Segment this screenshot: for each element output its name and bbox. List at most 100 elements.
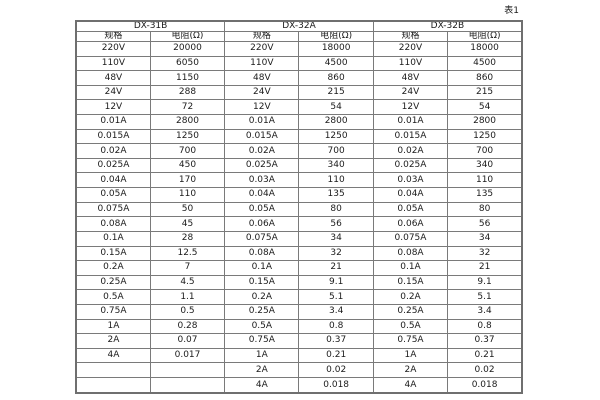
table-cell: 0.2A <box>75 260 151 276</box>
table-cell: 56 <box>298 216 374 232</box>
table-cell: 135 <box>298 187 374 203</box>
table-cell: 220V <box>224 41 300 57</box>
table-caption: 表1 <box>504 6 519 16</box>
spec-column-header: 规格 <box>75 31 151 42</box>
table-row: 0.025A 450 0.025A 340 0.025A 340 <box>75 157 523 174</box>
table-cell: 1A <box>75 318 151 335</box>
table-cell: 0.05A <box>372 201 449 218</box>
table-cell: 4A <box>224 376 300 394</box>
table-cell: 860 <box>298 70 374 86</box>
table-cell: 2800 <box>447 114 523 130</box>
table-row: 0.15A 12.5 0.08A 32 0.08A 32 <box>75 245 523 262</box>
table-cell: 0.04A <box>75 172 151 189</box>
table-cell: 0.2A <box>372 289 449 305</box>
table-cell: 80 <box>447 201 523 218</box>
table-cell: 0.5 <box>149 303 226 320</box>
table-cell: 135 <box>447 187 523 203</box>
table-cell: 0.5A <box>75 289 151 305</box>
table-row: 220V 20000 220V 18000 220V 18000 <box>75 41 523 57</box>
table-cell: 1150 <box>149 70 226 86</box>
table-cell: 0.075A <box>372 230 449 247</box>
group-header-dx32a: DX-32A <box>224 20 374 32</box>
table-cell: 0.01A <box>372 114 449 130</box>
table-cell: 220V <box>372 41 449 57</box>
table-cell: 0.08A <box>224 245 300 262</box>
table-row: 12V 72 12V 54 12V 54 <box>75 99 523 116</box>
table-row: 4A 0.017 1A 0.21 1A 0.21 <box>75 347 523 364</box>
table-row: 2A 0.02 2A 0.02 <box>75 362 523 379</box>
table-cell: 18000 <box>447 41 523 57</box>
table-cell: 48V <box>372 70 449 86</box>
table-cell: 4.5 <box>149 274 226 291</box>
spec-column-header: 规格 <box>224 31 300 42</box>
table-cell: 48V <box>75 70 151 86</box>
table-cell: 80 <box>298 201 374 218</box>
table-header: DX-31B DX-32A DX-32B 规格 电阻(Ω) 规格 电阻(Ω) 规… <box>75 20 523 42</box>
table-cell: 0.1A <box>75 230 151 247</box>
table-row: 0.01A 2800 0.01A 2800 0.01A 2800 <box>75 114 523 130</box>
table-cell: 0.08A <box>75 216 151 232</box>
table-cell: 0.28 <box>149 318 226 335</box>
table-cell: 32 <box>298 245 374 262</box>
table-cell: 1250 <box>149 128 226 145</box>
table-cell: 860 <box>447 70 523 86</box>
table-cell: 0.02A <box>224 143 300 159</box>
table-cell: 0.025A <box>372 157 449 174</box>
table-cell: 1250 <box>298 128 374 145</box>
table-row: 0.1A 28 0.075A 34 0.075A 34 <box>75 230 523 247</box>
table-cell: 0.05A <box>75 187 151 203</box>
table-cell: 0.25A <box>224 303 300 320</box>
table-cell: 0.5A <box>224 318 300 335</box>
table-cell: 110V <box>224 55 300 72</box>
table-row: 0.5A 1.1 0.2A 5.1 0.2A 5.1 <box>75 289 523 305</box>
table-cell: 32 <box>447 245 523 262</box>
table-cell: 50 <box>149 201 226 218</box>
table-cell: 0.15A <box>224 274 300 291</box>
group-header-dx31b: DX-31B <box>75 20 226 32</box>
table-cell: 450 <box>149 157 226 174</box>
table-cell: 0.1A <box>224 260 300 276</box>
table-cell: 700 <box>447 143 523 159</box>
table-row: 0.08A 45 0.06A 56 0.06A 56 <box>75 216 523 232</box>
table-row: 0.04A 170 0.03A 110 0.03A 110 <box>75 172 523 189</box>
table-cell: 288 <box>149 84 226 101</box>
table-cell: 0.37 <box>298 333 374 349</box>
table-row: 4A 0.018 4A 0.018 <box>75 376 523 394</box>
table-cell <box>75 362 151 379</box>
table-cell: 5.1 <box>298 289 374 305</box>
table-cell: 0.21 <box>298 347 374 364</box>
table-cell: 0.02A <box>372 143 449 159</box>
table-cell: 110V <box>75 55 151 72</box>
resistance-column-header: 电阻(Ω) <box>149 31 226 42</box>
table-cell: 3.4 <box>447 303 523 320</box>
table-cell: 0.01A <box>224 114 300 130</box>
table-cell: 9.1 <box>298 274 374 291</box>
table-row: 0.02A 700 0.02A 700 0.02A 700 <box>75 143 523 159</box>
table-row: 110V 6050 110V 4500 110V 4500 <box>75 55 523 72</box>
table-cell: 0.75A <box>224 333 300 349</box>
table-cell: 45 <box>149 216 226 232</box>
table-cell: 2A <box>75 333 151 349</box>
table-cell: 1250 <box>447 128 523 145</box>
table-cell <box>149 376 226 394</box>
table-cell: 0.08A <box>372 245 449 262</box>
resistance-spec-table: DX-31B DX-32A DX-32B 规格 电阻(Ω) 规格 电阻(Ω) 规… <box>75 20 523 394</box>
table-cell: 4500 <box>447 55 523 72</box>
table-cell: 220V <box>75 41 151 57</box>
table-cell: 12.5 <box>149 245 226 262</box>
table-cell: 12V <box>224 99 300 116</box>
table-cell: 9.1 <box>447 274 523 291</box>
table-cell: 110 <box>447 172 523 189</box>
table-cell: 0.015A <box>224 128 300 145</box>
table-cell: 18000 <box>298 41 374 57</box>
group-header-row: DX-31B DX-32A DX-32B <box>75 20 523 32</box>
table-row: 1A 0.28 0.5A 0.8 0.5A 0.8 <box>75 318 523 335</box>
table-cell: 0.04A <box>224 187 300 203</box>
table-cell: 2A <box>224 362 300 379</box>
table-cell <box>149 362 226 379</box>
table-cell: 0.075A <box>75 201 151 218</box>
table-cell: 215 <box>447 84 523 101</box>
table-cell: 24V <box>372 84 449 101</box>
table-cell: 0.05A <box>224 201 300 218</box>
table-cell: 0.1A <box>372 260 449 276</box>
